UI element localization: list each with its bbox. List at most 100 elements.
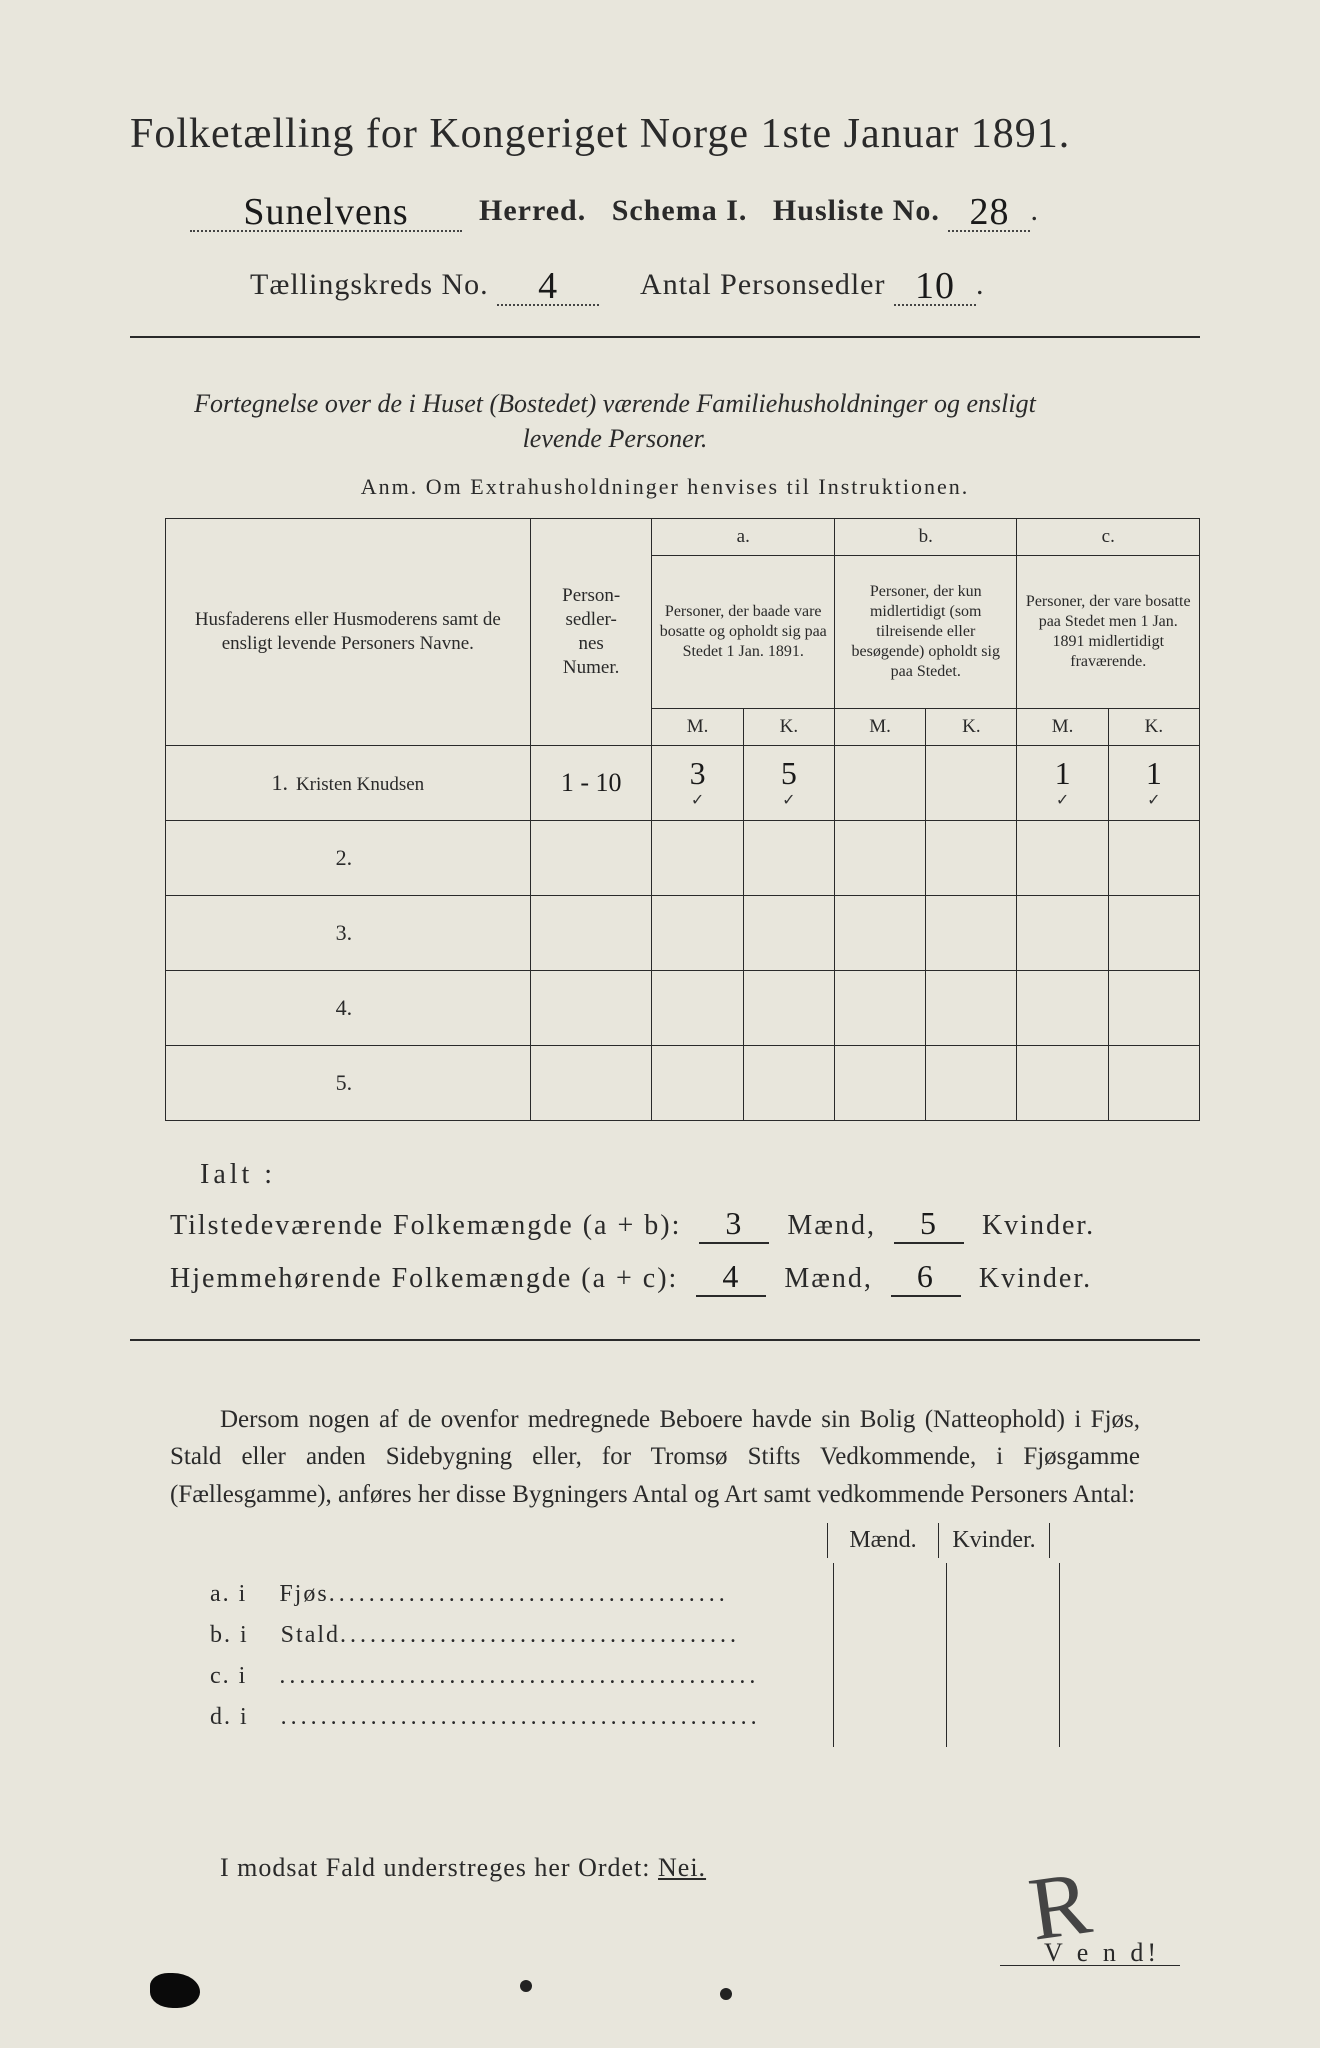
a-m-cell [652,820,743,895]
numer-cell: 1 - 10 [530,745,652,820]
table-row: 5. [165,1045,1199,1120]
a-m-cell [652,970,743,1045]
b-k-cell [926,820,1017,895]
schema-label: Schema I. [612,194,748,227]
ink-spot-1 [520,1980,532,1992]
totals-line-2: Hjemmehørende Folkemængde (a + c): 4 Mæn… [170,1258,1200,1297]
table-row: 1.Kristen Knudsen 1 - 10 3✓ 5✓ 1✓ 1✓ [165,745,1199,820]
antal-field: 10 [894,260,976,306]
kreds-label: Tællingskreds No. [250,268,489,301]
table-header-row-1: Husfaderens eller Husmoderens samt de en… [165,519,1199,556]
totals-line-1: Tilstedeværende Folkemængde (a + b): 3 M… [170,1205,1200,1244]
col-numer-header: Person- sedler- nes Numer. [530,519,652,746]
census-form-page: Folketælling for Kongeriget Norge 1ste J… [0,0,1320,2048]
a-m-cell [652,895,743,970]
c-m-cell: 1✓ [1017,745,1108,820]
header-line-2: Tællingskreds No. 4 Antal Personsedler 1… [250,260,1200,306]
b-k-cell [926,895,1017,970]
col-name-header: Husfaderens eller Husmoderens samt de en… [165,519,530,746]
b-k-cell [926,970,1017,1045]
antal-label: Antal Personsedler [640,268,885,301]
numer-cell [530,970,652,1045]
name-cell: 5. [165,1045,530,1120]
c-k-cell [1108,895,1199,970]
b-m-cell [834,745,925,820]
numer-cell [530,820,652,895]
nei-word: Nei. [658,1853,706,1882]
intro-text: Fortegnelse over de i Huset (Bostedet) v… [170,386,1060,456]
b-k: K. [926,708,1017,745]
col-c-abc: c. [1017,519,1200,556]
c-k-cell: 1✓ [1108,745,1199,820]
c-m-cell [1017,820,1108,895]
table-row: 3. [165,895,1199,970]
a-k: K. [743,708,834,745]
ac-k-value: 6 [917,1258,935,1294]
a-k-cell [743,895,834,970]
c-k: K. [1108,708,1199,745]
b-m-cell [834,970,925,1045]
ink-spot-2 [720,1988,732,2000]
a-m-cell [652,1045,743,1120]
a-k-cell: 5✓ [743,745,834,820]
col-c-header: Personer, der vare bosatte paa Stedet me… [1017,555,1200,708]
ink-blot [150,1973,200,2008]
mk-m: Mænd. [827,1523,939,1558]
herred-label: Herred. [479,194,586,227]
c-m-cell [1017,1045,1108,1120]
name-cell: 2. [165,820,530,895]
name-cell: 1.Kristen Knudsen [165,745,530,820]
mk-k: Kvinder. [939,1523,1050,1558]
ab-k-value: 5 [920,1205,938,1241]
household-table: Husfaderens eller Husmoderens samt de en… [165,518,1200,1121]
c-k-cell [1108,820,1199,895]
b-m-cell [834,1045,925,1120]
anm-text: Anm. Om Extrahusholdninger henvises til … [130,474,1200,500]
ialt-label: Ialt : [200,1159,1200,1191]
kreds-value: 4 [538,265,558,307]
table-body: 1.Kristen Knudsen 1 - 10 3✓ 5✓ 1✓ 1✓ 2. … [165,745,1199,1120]
ac-m-value: 4 [722,1258,740,1294]
name-cell: 4. [165,970,530,1045]
mk-header: Mænd.Kvinder. [827,1523,1050,1558]
table-wrapper: Husfaderens eller Husmoderens samt de en… [130,508,1200,1121]
b-k-cell [926,1045,1017,1120]
vend-rule [1000,1965,1180,1966]
husliste-label: Husliste No. [773,194,940,227]
mk-table [833,1563,1060,1747]
page-title: Folketælling for Kongeriget Norge 1ste J… [130,110,1200,158]
a-k-cell [743,970,834,1045]
outbuilding-section: Mænd.Kvinder. a. i Fjøs.................… [130,1533,1200,1793]
ab-m-value: 3 [725,1205,743,1241]
vend-label: V e n d! [1044,1938,1160,1968]
col-b-header: Personer, der kun midlertidigt (som tilr… [834,555,1017,708]
c-m-cell [1017,895,1108,970]
col-b-abc: b. [834,519,1017,556]
outbuilding-para: Dersom nogen af de ovenfor medregnede Be… [170,1401,1140,1514]
rule-1 [130,336,1200,338]
header-line-1: Sunelvens Herred. Schema I. Husliste No.… [190,186,1200,232]
b-k-cell [926,745,1017,820]
numer-cell [530,1045,652,1120]
a-m-cell: 3✓ [652,745,743,820]
rule-2 [130,1339,1200,1341]
table-row: 2. [165,820,1199,895]
herred-value: Sunelvens [243,191,408,233]
b-m-cell [834,820,925,895]
c-m-cell [1017,970,1108,1045]
a-k-cell [743,820,834,895]
a-k-cell [743,1045,834,1120]
numer-cell [530,895,652,970]
a-m: M. [652,708,743,745]
c-m: M. [1017,708,1108,745]
b-m-cell [834,895,925,970]
herred-field: Sunelvens [190,186,462,232]
table-row: 4. [165,970,1199,1045]
antal-value: 10 [915,265,955,307]
husliste-value: 28 [969,191,1009,233]
b-m: M. [834,708,925,745]
name-cell: 3. [165,895,530,970]
col-a-header: Personer, der baade vare bosatte og opho… [652,555,835,708]
kreds-field: 4 [497,260,599,306]
c-k-cell [1108,970,1199,1045]
